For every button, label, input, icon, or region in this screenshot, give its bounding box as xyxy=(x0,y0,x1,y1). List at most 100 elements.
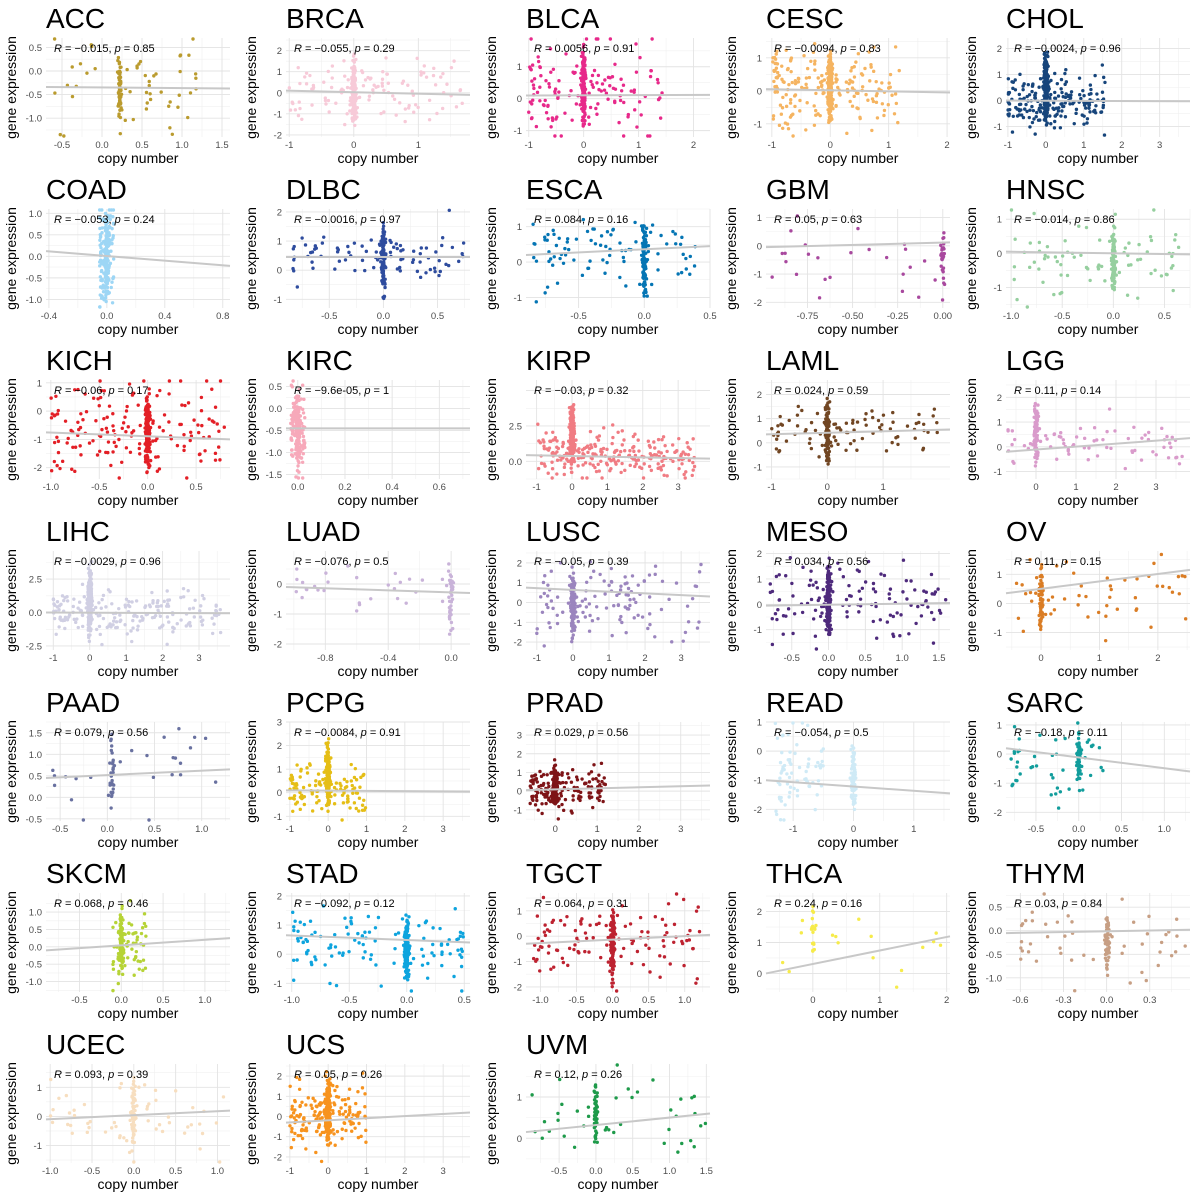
point xyxy=(363,268,367,273)
y-tick-label: -1 xyxy=(274,610,282,621)
point xyxy=(200,423,204,428)
point xyxy=(71,604,75,609)
point xyxy=(55,600,60,604)
point xyxy=(634,240,638,244)
point xyxy=(146,402,150,407)
point xyxy=(884,255,889,260)
y-tick-label: 0 xyxy=(517,94,522,105)
point xyxy=(395,596,400,601)
point xyxy=(83,392,87,396)
point xyxy=(147,431,152,435)
regression-line xyxy=(45,611,231,615)
point xyxy=(420,578,425,582)
point xyxy=(1038,110,1043,114)
point xyxy=(535,90,540,95)
point xyxy=(548,439,552,443)
point xyxy=(202,596,206,601)
point xyxy=(856,106,860,111)
point xyxy=(1130,450,1135,455)
point xyxy=(303,416,307,420)
point xyxy=(661,463,666,468)
point xyxy=(1037,240,1042,245)
x-tick-label: 0.4 xyxy=(158,311,171,322)
point xyxy=(127,382,132,386)
point xyxy=(311,87,315,91)
point xyxy=(424,271,428,275)
point xyxy=(413,103,418,107)
x-tick-label: -1.0 xyxy=(1003,311,1019,322)
point xyxy=(538,99,542,103)
point xyxy=(291,429,295,433)
panel-brca: BRCA R = −0.055, p = 0.29 -1 0 1 -2 -1 0 1 2 copy … xyxy=(240,0,480,171)
panel-title: COAD xyxy=(46,174,127,205)
point xyxy=(566,439,571,443)
point xyxy=(536,422,540,426)
point xyxy=(615,448,619,453)
point xyxy=(574,237,579,241)
point xyxy=(852,438,856,443)
point xyxy=(101,218,105,223)
point xyxy=(580,50,585,55)
point xyxy=(424,75,429,79)
point xyxy=(662,473,666,477)
point xyxy=(1021,87,1025,92)
point xyxy=(564,451,569,456)
point xyxy=(151,439,155,443)
point xyxy=(691,437,695,441)
point xyxy=(1037,267,1041,271)
point xyxy=(539,461,544,466)
point xyxy=(585,229,590,234)
point xyxy=(299,456,304,460)
point xyxy=(903,247,908,251)
point xyxy=(128,604,132,609)
point xyxy=(304,71,309,75)
point xyxy=(1092,426,1097,430)
point xyxy=(191,37,195,41)
point xyxy=(1069,93,1073,97)
point xyxy=(96,397,100,401)
point xyxy=(291,379,295,383)
point xyxy=(73,445,78,449)
point xyxy=(858,115,862,120)
point xyxy=(449,604,453,608)
point xyxy=(380,77,385,81)
regression-line xyxy=(1005,250,1191,256)
point xyxy=(124,409,129,413)
point xyxy=(570,432,575,436)
point xyxy=(834,438,838,443)
point xyxy=(138,452,142,456)
point xyxy=(103,296,107,301)
point xyxy=(109,208,114,212)
point xyxy=(532,255,536,260)
point xyxy=(1105,429,1109,434)
point xyxy=(901,272,905,276)
point xyxy=(589,79,593,84)
point xyxy=(406,83,410,87)
correlation-annotation: R = −9.6e-05, p = 1 xyxy=(294,385,389,397)
point xyxy=(1011,114,1015,119)
point xyxy=(648,451,653,456)
point xyxy=(117,476,121,480)
point xyxy=(638,55,642,60)
point xyxy=(550,460,554,464)
point xyxy=(770,275,774,279)
point xyxy=(143,455,148,459)
point xyxy=(1006,428,1010,432)
regression-line xyxy=(765,428,951,436)
point xyxy=(808,437,812,441)
point xyxy=(874,94,879,98)
point xyxy=(73,388,77,392)
x-tick-label: 0.2 xyxy=(338,482,351,493)
point xyxy=(638,282,642,287)
point xyxy=(335,250,340,254)
point xyxy=(1010,442,1014,447)
y-tick-label: 2.5 xyxy=(509,421,522,432)
point xyxy=(581,89,585,93)
point xyxy=(304,82,309,86)
x-tick-label: 0.0 xyxy=(141,482,154,493)
point xyxy=(102,261,106,265)
point xyxy=(398,101,402,105)
point xyxy=(1010,429,1015,433)
x-axis-label: copy number xyxy=(98,150,179,166)
point xyxy=(86,621,91,625)
